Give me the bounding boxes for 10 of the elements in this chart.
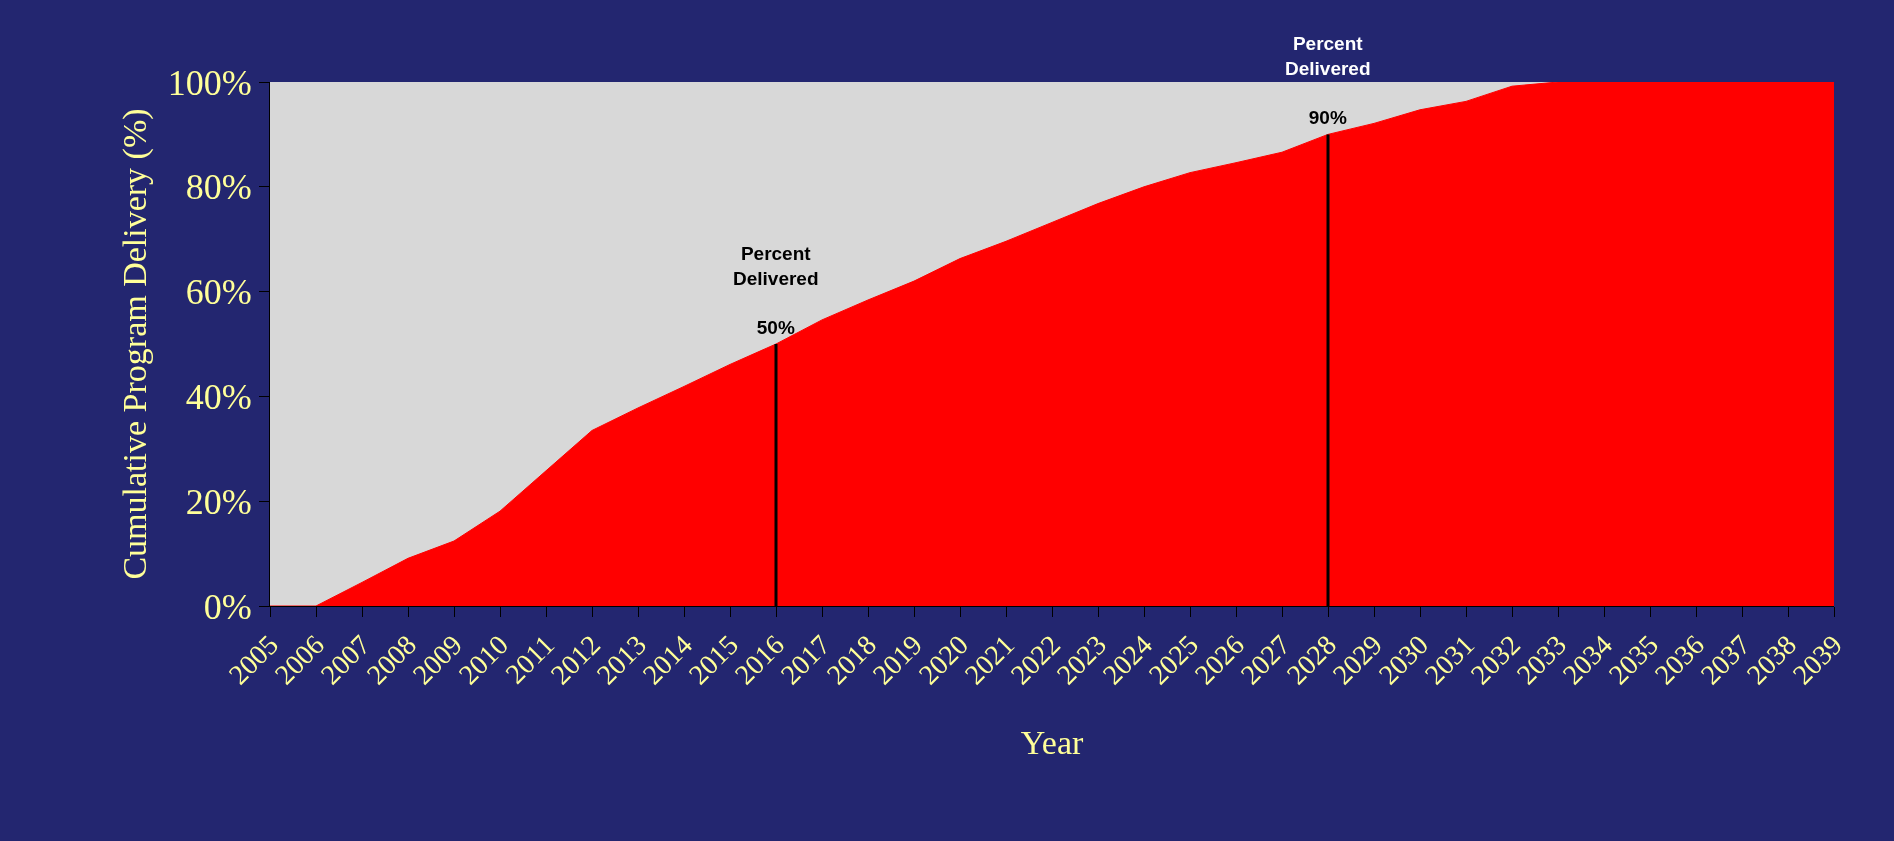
text: Percent Delivered 90% bbox=[1285, 33, 1371, 129]
y-tick-label: 40% bbox=[185, 377, 252, 417]
text: Percent Delivered 50% bbox=[733, 243, 819, 339]
y-axis-title: Cumulative Program Delivery (%) bbox=[116, 108, 155, 580]
y-tick-label: 100% bbox=[167, 62, 252, 103]
y-tick-label: 20% bbox=[185, 481, 252, 522]
y-tick-label: 0% bbox=[203, 586, 252, 627]
y-tick-label: 60% bbox=[185, 272, 252, 313]
y-tick-label: 80% bbox=[185, 167, 252, 208]
x-axis-title: Year bbox=[1020, 723, 1084, 761]
